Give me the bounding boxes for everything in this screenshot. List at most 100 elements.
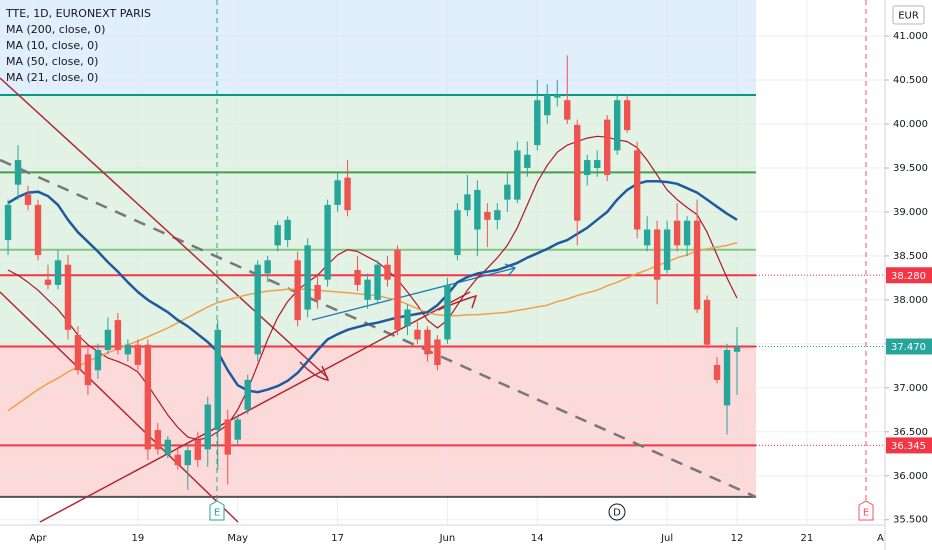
candle-body: [404, 309, 411, 327]
candle-body: [464, 194, 471, 211]
zone: [0, 0, 756, 95]
candle-body: [414, 329, 421, 340]
candle-body: [474, 189, 481, 230]
zone: [0, 346, 756, 497]
y-tick-label: 41.000: [893, 31, 928, 42]
event-label: E: [863, 508, 869, 519]
candle-body: [174, 454, 182, 466]
candle-body: [104, 329, 112, 350]
y-tick-label: 37.000: [893, 383, 928, 394]
candle-body: [504, 184, 511, 200]
event-badge[interactable]: [858, 500, 874, 521]
chart-title: TTE, 1D, EURONEXT PARIS: [5, 7, 151, 20]
trend-line: [0, 291, 239, 523]
candle-body: [524, 154, 531, 168]
candle-body: [623, 100, 631, 131]
candle-body: [434, 339, 441, 365]
candle-body: [554, 94, 561, 98]
candle-body: [184, 450, 191, 466]
x-tick-label: 19: [131, 533, 144, 544]
price-badge: [886, 267, 932, 284]
legend-entry: MA (10, close, 0): [6, 39, 98, 52]
candle-body: [713, 364, 721, 380]
price-badge-label: 37.470: [891, 342, 926, 353]
price-badge-label: 38.280: [891, 271, 926, 282]
candle-body: [604, 119, 611, 175]
candle-body: [454, 210, 461, 256]
candle-body: [234, 419, 241, 440]
candle-body: [514, 150, 521, 200]
x-axis-bg: [0, 525, 885, 550]
candle-body: [294, 260, 301, 321]
candle-body: [354, 269, 361, 285]
candle-body: [733, 346, 741, 352]
currency: EUR: [898, 11, 919, 22]
candle-body: [574, 124, 581, 221]
price-badge: [886, 437, 932, 454]
candle-body: [134, 344, 142, 365]
x-tick-label: 17: [331, 533, 344, 544]
candle-body: [224, 419, 231, 455]
candle-body: [494, 210, 501, 220]
x-tick-label: Apr: [29, 533, 47, 544]
ma-line: [7, 241, 738, 412]
candle-body: [14, 160, 22, 185]
candle-body: [584, 160, 591, 175]
candle-body: [324, 204, 331, 280]
candle-body: [613, 100, 621, 151]
ma-line: [7, 179, 738, 394]
candle-body: [44, 279, 52, 285]
candle-body: [304, 245, 311, 310]
candle-body: [214, 329, 221, 431]
candle-body: [424, 329, 431, 355]
candle-body: [94, 350, 102, 371]
candle-body: [484, 211, 491, 220]
candle-body: [274, 225, 281, 246]
y-tick-label: 38.500: [893, 251, 928, 262]
candle-body: [314, 284, 321, 300]
candle-body: [194, 439, 201, 460]
x-tick-label: 12: [731, 533, 744, 544]
candle-body: [534, 100, 541, 146]
candle-body: [254, 264, 261, 355]
candle-body: [643, 229, 651, 246]
trend-line: [0, 158, 757, 499]
legend-entry: MA (50, close, 0): [6, 55, 98, 68]
candle-body: [673, 220, 681, 246]
event-badge[interactable]: [209, 500, 225, 521]
candle-body: [374, 264, 381, 300]
candle-body: [444, 284, 451, 340]
arrow: [437, 294, 478, 311]
legend-entry: MA (21, close, 0): [6, 71, 98, 84]
price-badge: [886, 338, 932, 355]
candle-body: [633, 150, 641, 230]
y-tick-label: 36.500: [893, 427, 928, 438]
candle-body: [334, 180, 341, 205]
x-tick-label: Jul: [660, 533, 673, 544]
candles: [4, 55, 741, 490]
candle-body: [124, 344, 132, 355]
candle-body: [284, 219, 291, 241]
candle-body: [84, 354, 92, 386]
price-badge-label: 36.345: [891, 441, 926, 452]
trend-line: [39, 291, 471, 523]
y-tick-label: 40.500: [893, 75, 928, 86]
candle-body: [204, 404, 211, 450]
candle-body: [594, 160, 601, 168]
candle-body: [683, 220, 691, 246]
legend: TTE, 1D, EURONEXT PARIS MA (200, close, …: [5, 7, 151, 84]
candle-body: [653, 229, 661, 280]
candle-body: [74, 335, 82, 371]
y-tick-label: 38.000: [893, 295, 928, 306]
event-badge[interactable]: [608, 503, 626, 521]
x-tick-label: May: [227, 533, 248, 544]
candle-body: [693, 220, 701, 310]
event-label: E: [214, 508, 220, 519]
candle-body: [544, 94, 551, 116]
currency-box[interactable]: [892, 5, 925, 25]
candle-body: [164, 439, 172, 455]
x-axis: Apr19May17Jun14Jul1221Aug: [0, 524, 897, 550]
candle-body: [64, 264, 72, 330]
